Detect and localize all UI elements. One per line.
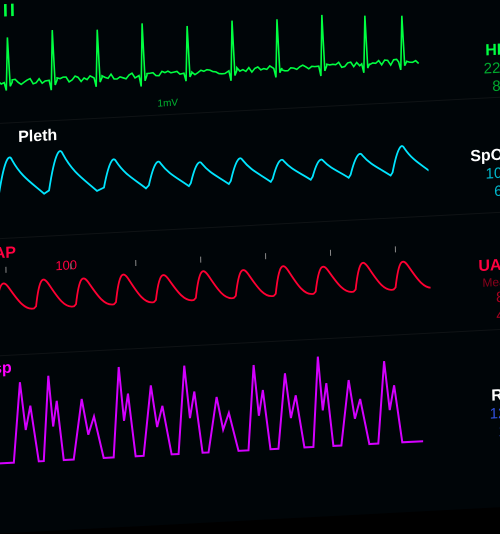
uap-sub: Mean — [479, 274, 500, 290]
pleth-waveform — [0, 116, 429, 230]
monitor-screen: III 18:19 1mV HR 220 80 Pleth SpO₂ 100 6… — [0, 0, 500, 534]
hr-lower: 80 — [484, 77, 500, 96]
hr-panel: HR 220 80 — [483, 41, 500, 96]
spo2-upper: 100 — [470, 164, 500, 184]
uap-scale-tick — [70, 263, 71, 269]
spo2-panel: SpO₂ 100 60 — [470, 146, 500, 202]
uap-lower: 40 — [479, 306, 500, 326]
channel-resp: esp RR 120 10 2 — [0, 341, 500, 479]
uap-scale-tick — [395, 246, 396, 252]
uap-waveform — [0, 231, 431, 345]
uap-panel: UAP Mean 80 40 — [478, 256, 500, 326]
uap-scale-tick — [135, 260, 136, 266]
uap-scale-tick — [200, 257, 201, 263]
uap-scale-tick — [265, 253, 266, 259]
channel-uap: UAP 100 UAP Mean 80 40 — [0, 226, 500, 344]
hr-upper: 220 — [484, 59, 500, 78]
ecg-cal-label: 1mV — [157, 98, 178, 110]
rr-lower: 10 — [490, 422, 500, 441]
rr-label: RR — [489, 386, 500, 405]
resp-waveform — [0, 346, 424, 479]
rr-upper: 120 — [490, 404, 500, 423]
uap-scale-tick — [330, 250, 331, 256]
ecg-waveform — [0, 0, 437, 124]
channel-ecg: 1mV HR 220 80 — [0, 0, 500, 124]
rr-panel: RR 120 10 — [489, 386, 500, 441]
uap-scale-tick — [5, 267, 6, 273]
uap-upper: 80 — [479, 288, 500, 308]
channel-pleth: Pleth SpO₂ 100 60 — [0, 111, 500, 229]
spo2-lower: 60 — [471, 182, 500, 202]
spo2-label: SpO₂ — [470, 146, 500, 166]
hr-label: HR — [483, 41, 500, 60]
uap-label-right: UAP — [478, 256, 500, 276]
